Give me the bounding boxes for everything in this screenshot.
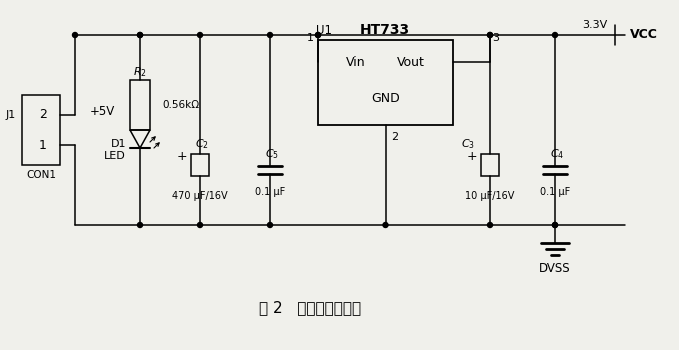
Circle shape [488, 33, 492, 37]
Circle shape [553, 223, 557, 228]
Circle shape [488, 33, 492, 37]
Text: LED: LED [105, 151, 126, 161]
Text: $C_4$: $C_4$ [550, 147, 564, 161]
Text: $C_3$: $C_3$ [461, 137, 475, 151]
Text: +5V: +5V [90, 105, 115, 118]
Text: 1: 1 [307, 33, 314, 43]
Text: $C_5$: $C_5$ [265, 147, 279, 161]
Text: J1: J1 [5, 110, 16, 120]
Text: VCC: VCC [630, 28, 658, 42]
Circle shape [553, 223, 557, 228]
Text: 0.1 µF: 0.1 µF [540, 187, 570, 197]
Text: DVSS: DVSS [539, 262, 571, 275]
Circle shape [138, 33, 143, 37]
Text: CON1: CON1 [26, 170, 56, 180]
Bar [191, 154, 209, 176]
Text: 3.3V: 3.3V [583, 20, 608, 30]
Text: 10 µF/16V: 10 µF/16V [465, 191, 515, 201]
Circle shape [198, 223, 202, 228]
Bar [22, 95, 60, 165]
Text: 2: 2 [39, 108, 47, 121]
Text: GND: GND [371, 91, 400, 105]
Text: 0.56kΩ: 0.56kΩ [162, 100, 199, 110]
Circle shape [268, 33, 272, 37]
Circle shape [198, 33, 202, 37]
Text: U1: U1 [316, 23, 332, 36]
Bar [318, 40, 453, 125]
Circle shape [138, 33, 143, 37]
Circle shape [73, 33, 77, 37]
Text: 1: 1 [39, 139, 47, 152]
Text: HT733: HT733 [360, 23, 410, 37]
Text: 470 µF/16V: 470 µF/16V [172, 191, 228, 201]
Text: +: + [177, 150, 187, 163]
Text: 图 2   电源电路原理图: 图 2 电源电路原理图 [259, 301, 361, 315]
Text: 0.1 µF: 0.1 µF [255, 187, 285, 197]
Text: $R_2$: $R_2$ [133, 65, 147, 79]
Circle shape [268, 223, 272, 228]
Circle shape [316, 33, 320, 37]
Text: Vout: Vout [397, 56, 425, 69]
Text: 2: 2 [392, 132, 399, 142]
Circle shape [316, 33, 320, 37]
Circle shape [138, 223, 143, 228]
Text: D1: D1 [111, 139, 126, 149]
Bar [130, 80, 150, 130]
Circle shape [383, 223, 388, 228]
Circle shape [488, 223, 492, 228]
Text: $C_2$: $C_2$ [195, 137, 209, 151]
Text: Vin: Vin [346, 56, 365, 69]
Bar [481, 154, 499, 176]
Text: +: + [466, 150, 477, 163]
Circle shape [553, 33, 557, 37]
Text: 3: 3 [492, 33, 499, 43]
